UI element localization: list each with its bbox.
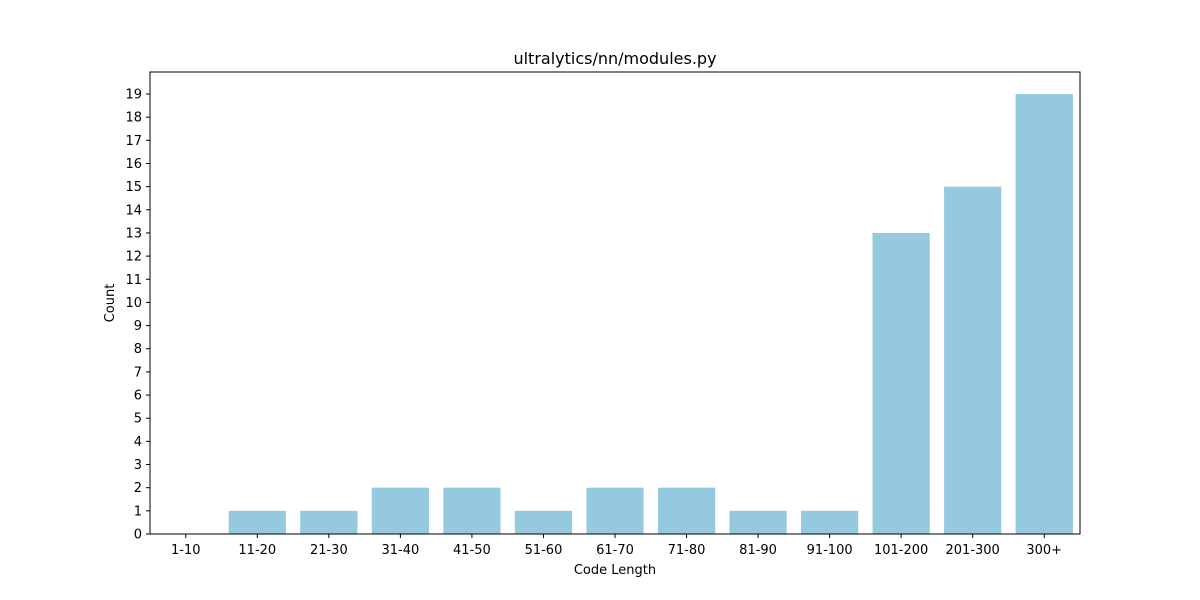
bar-91-100 [801,510,859,534]
bar-81-90 [729,510,787,534]
bars-group [228,94,1073,534]
bar-201-300 [944,186,1002,534]
y-tick-label: 4 [134,435,142,450]
x-tick-label: 41-50 [453,543,491,558]
y-tick-label: 3 [134,458,142,473]
bar-11-20 [228,510,286,534]
y-tick-label: 9 [134,319,142,334]
y-tick-label: 18 [125,111,142,126]
y-tick-label: 5 [134,412,142,427]
y-tick-label: 6 [134,389,142,404]
bar-300+ [1015,94,1073,534]
x-tick-label: 31-40 [381,543,419,558]
bar-41-50 [443,487,501,534]
y-tick-label: 8 [134,342,142,357]
y-tick-label: 16 [125,157,142,172]
x-tick-label: 201-300 [946,543,1000,558]
y-tick-label: 14 [125,203,142,218]
x-tick-label: 61-70 [596,543,634,558]
y-tick-label: 2 [134,481,142,496]
x-tick-label: 21-30 [310,543,348,558]
y-tick-label: 13 [125,226,142,241]
y-axis-label: Count [103,284,118,323]
y-tick-label: 7 [134,365,142,380]
y-tick-label: 19 [125,88,142,103]
y-tick-label: 15 [125,180,142,195]
x-tick-label: 101-200 [874,543,928,558]
x-tick-label: 91-100 [807,543,853,558]
x-ticks-group: 1-10 11-20 21-30 31-40 41-50 51-60 61-70 71-80 8… [171,534,1062,558]
y-tick-label: 17 [125,134,142,149]
bar-31-40 [371,487,429,534]
bar-101-200 [872,232,930,534]
bar-61-70 [586,487,644,534]
chart-title: ultralytics/nn/modules.py [513,49,716,68]
y-tick-label: 12 [125,250,142,265]
x-axis-label: Code Length [574,563,656,578]
y-tick-label: 11 [125,273,142,288]
bar-71-80 [657,487,716,534]
x-tick-label: 11-20 [238,543,276,558]
x-tick-label: 81-90 [739,543,777,558]
bar-51-60 [514,510,573,534]
y-tick-label: 10 [125,296,142,311]
x-tick-label: 51-60 [525,543,563,558]
x-tick-label: 71-80 [668,543,706,558]
y-tick-label: 0 [134,528,142,543]
x-tick-label: 1-10 [171,543,201,558]
y-tick-label: 1 [134,504,142,519]
plot-frame [149,71,1081,535]
bar-21-30 [300,510,358,534]
x-tick-label: 300+ [1026,543,1062,558]
